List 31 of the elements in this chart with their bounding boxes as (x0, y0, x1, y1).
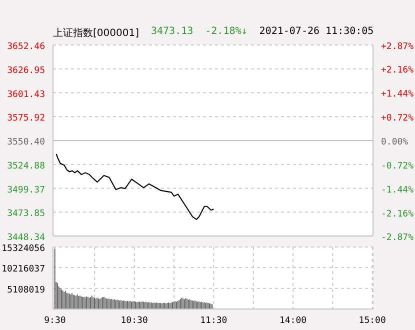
chart-title: 上证指数[000001] (53, 26, 139, 40)
y-tick-label: 3601.43 (7, 90, 45, 100)
y-tick-label: 3575.92 (7, 114, 45, 124)
text: 3473.13 (150, 26, 194, 39)
chart-subtitle: 2021-07-26 11:30:05 (259, 26, 374, 39)
y-tick-label: 3626.95 (7, 66, 45, 76)
y2-tick-label: -2.16% (381, 209, 414, 220)
x-tick-label: 10:30 (120, 316, 148, 326)
text: -2.18%↓ (205, 26, 248, 39)
y-tick-label: 3499.37 (7, 185, 45, 196)
y-tick-label: 5108019 (7, 285, 45, 296)
line-series (56, 153, 214, 220)
y2-tick-label: +2.16% (381, 66, 414, 76)
y2-tick-label: 0.00% (381, 138, 409, 148)
y-tick-label: 3448.34 (7, 233, 45, 243)
y2-tick-label: +2.87% (381, 42, 414, 52)
x-tick-label: 11:30 (200, 316, 228, 326)
y2-tick-label: +1.44% (381, 90, 414, 100)
y-tick-label: 3524.88 (7, 161, 45, 172)
y-tick-label: 3473.85 (7, 209, 45, 220)
y2-tick-label: +0.72% (381, 114, 414, 124)
y-tick-label: 15324056 (2, 244, 45, 254)
y-tick-label: 3652.46 (7, 42, 45, 52)
y2-tick-label: -2.87% (381, 233, 414, 243)
x-tick-label: 9:30 (44, 316, 66, 326)
y-tick-label: 10216037 (2, 264, 45, 275)
x-tick-label: 15:00 (358, 316, 386, 326)
y2-tick-label: -0.72% (381, 161, 414, 172)
x-tick-label: 14:00 (279, 316, 307, 326)
y-tick-label: 3550.40 (7, 138, 45, 148)
y2-tick-label: -1.44% (381, 185, 414, 196)
